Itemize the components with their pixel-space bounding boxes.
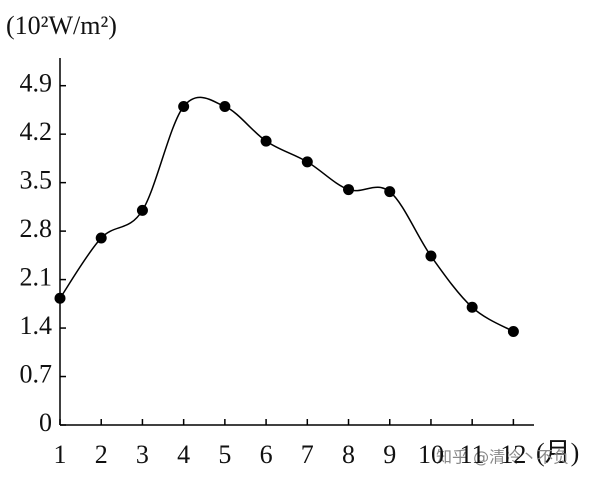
- watermark: 知乎 @清冷丶不负: [436, 448, 569, 467]
- x-tick-label: 10: [418, 440, 444, 469]
- point: [425, 250, 437, 262]
- point: [178, 100, 190, 112]
- point: [343, 184, 355, 196]
- x-tick-label: 1: [54, 440, 67, 469]
- point: [95, 232, 107, 244]
- point: [219, 100, 231, 112]
- y-tick-label: 4.2: [20, 117, 53, 146]
- point: [54, 292, 66, 304]
- y-tick-label: 1.4: [20, 311, 53, 340]
- point: [466, 301, 478, 313]
- x-tick-label: 9: [383, 440, 396, 469]
- point: [301, 156, 313, 168]
- y-tick-label: 2.8: [20, 214, 53, 243]
- x-axis-label: (月): [536, 438, 579, 467]
- x-tick-label: 11: [460, 440, 485, 469]
- y-axis-label: (10²W/m²): [6, 11, 117, 40]
- line: [59, 96, 514, 333]
- point: [260, 135, 272, 147]
- x-tick-label: 2: [95, 440, 108, 469]
- y-tick-label: 0.7: [20, 359, 53, 388]
- point: [507, 326, 519, 338]
- x-tick-label: 7: [301, 440, 314, 469]
- y-tick-label: 2.1: [20, 263, 53, 292]
- x-tick-label: 6: [260, 440, 273, 469]
- point: [136, 204, 148, 216]
- x-tick-label: 5: [218, 440, 231, 469]
- x-tick-label: 4: [177, 440, 190, 469]
- point: [384, 186, 396, 198]
- x-tick-label: 3: [136, 440, 149, 469]
- x-tick-label: 8: [342, 440, 355, 469]
- x-tick-label: 12: [500, 440, 526, 469]
- y-tick-label: 0: [39, 408, 52, 437]
- y-tick-label: 4.9: [20, 69, 53, 98]
- y-tick-label: 3.5: [20, 166, 53, 195]
